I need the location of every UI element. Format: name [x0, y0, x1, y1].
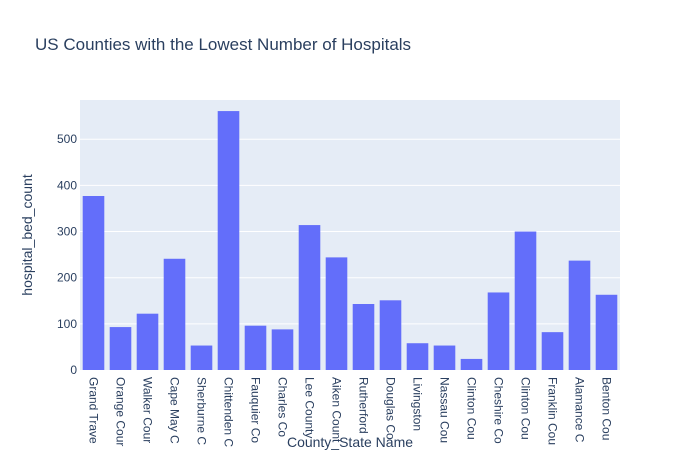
x-tick-label: Charles Co	[276, 377, 290, 437]
bar	[244, 325, 267, 370]
y-tick-label: 300	[57, 225, 77, 239]
x-tick-label: Rutherford	[357, 377, 371, 434]
x-tick-label: Franklin Cou	[546, 377, 560, 445]
y-axis-title: hospital_bed_count	[19, 174, 35, 296]
x-tick-label: Livingston	[411, 377, 425, 431]
x-tick-label: Cheshire Co	[492, 377, 506, 444]
y-tick-label: 200	[57, 271, 77, 285]
x-tick-label: Walker Cour	[141, 377, 155, 443]
bar	[379, 300, 402, 370]
bar	[433, 345, 456, 370]
bar	[190, 345, 213, 370]
bar	[217, 111, 240, 371]
x-tick-label: Clinton Cou	[465, 377, 479, 440]
y-tick-label: 100	[57, 317, 77, 331]
x-tick-label: Clinton Cou	[519, 377, 533, 440]
x-tick-label: Orange Cour	[114, 377, 128, 446]
x-tick-label: Aiken Count	[330, 377, 344, 443]
bar	[325, 257, 348, 370]
x-tick-label: Nassau Cou	[438, 377, 452, 443]
chart-title: US Counties with the Lowest Number of Ho…	[35, 35, 411, 54]
bar	[163, 258, 186, 370]
x-axis-ticks: Grand Trave Orange Cour Walker Cour Cape Ma…	[87, 377, 614, 447]
bars	[82, 111, 618, 371]
x-tick-label: Alamance C	[573, 377, 587, 443]
x-tick-label: Grand Trave	[87, 377, 101, 444]
y-tick-label: 500	[57, 132, 77, 146]
bar	[352, 304, 375, 370]
bar	[541, 332, 564, 370]
y-tick-label: 400	[57, 178, 77, 192]
x-tick-label: Lee County	[303, 377, 317, 438]
x-tick-label: Cape May C	[168, 377, 182, 444]
bar	[595, 294, 618, 370]
plot-area	[80, 100, 620, 370]
bar	[82, 196, 105, 370]
bar	[460, 358, 483, 370]
y-tick-label: 0	[70, 363, 77, 377]
bar	[514, 231, 537, 370]
bar	[271, 329, 294, 370]
y-axis-ticks: 0 100 200 300 400 500	[57, 132, 77, 377]
bar	[136, 313, 159, 370]
x-tick-label: Benton Cou	[600, 377, 614, 440]
x-axis-title: County_State Name	[287, 434, 413, 450]
bar	[298, 225, 321, 370]
bar	[109, 327, 132, 370]
bar	[568, 260, 591, 370]
x-tick-label: Fauquier Co	[249, 377, 263, 443]
x-tick-label: Douglas Co	[384, 377, 398, 440]
bar	[406, 343, 429, 370]
x-tick-label: Chittenden C	[222, 377, 236, 447]
x-tick-label: Sherburne C	[195, 377, 209, 445]
bar	[487, 292, 510, 370]
